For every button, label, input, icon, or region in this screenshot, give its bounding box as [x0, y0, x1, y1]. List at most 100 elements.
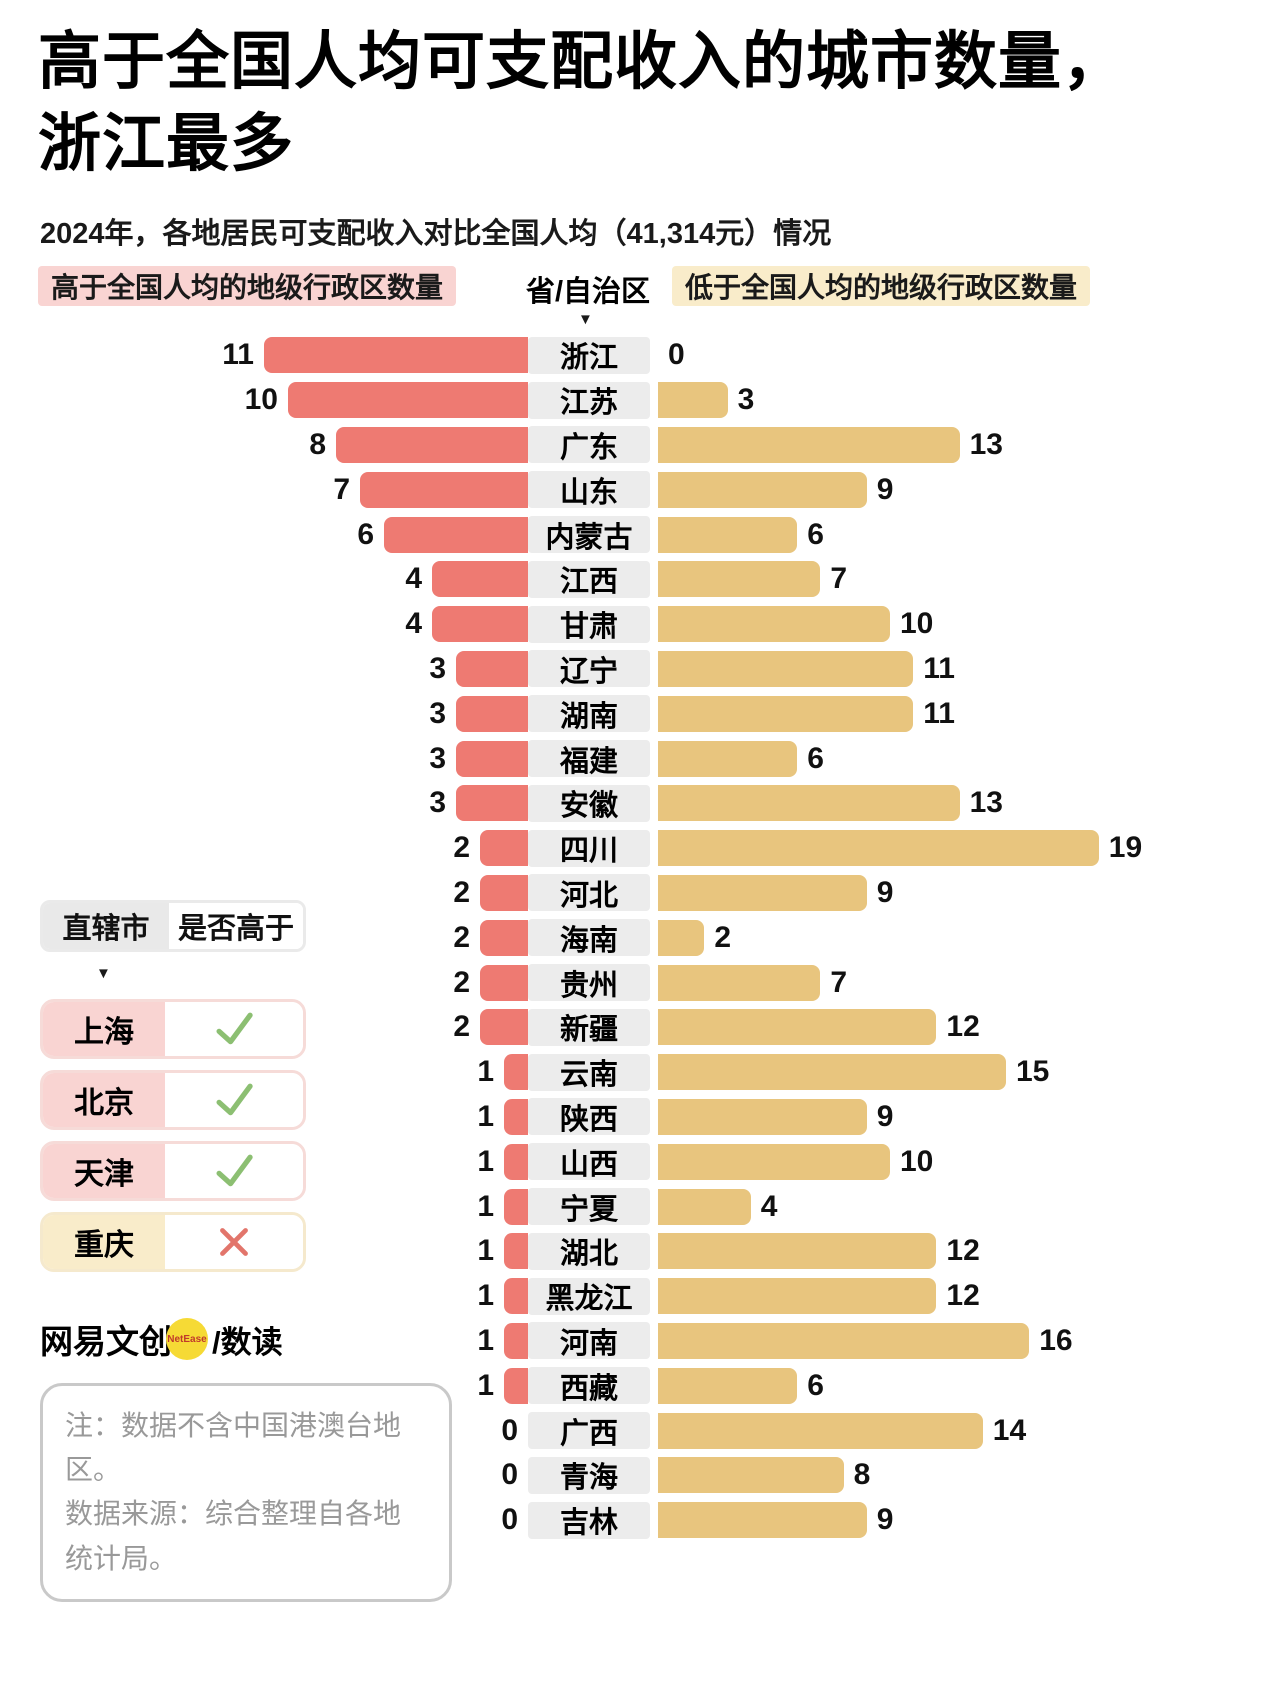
- province-label: 辽宁: [528, 650, 650, 688]
- above-value: 1: [477, 1279, 494, 1313]
- province-label: 四川: [528, 829, 650, 867]
- below-bar: [658, 561, 821, 598]
- above-value: 4: [405, 562, 422, 596]
- above-cell: 2: [0, 964, 528, 1001]
- above-value: 7: [333, 472, 350, 506]
- below-value: 15: [1016, 1055, 1050, 1089]
- below-cell: 7: [658, 964, 1280, 1001]
- municipality-header-label: 直辖市: [43, 903, 169, 949]
- legend-pointer-icon: ▼: [578, 311, 593, 328]
- chart-row: 1 湖北 12: [0, 1229, 1280, 1274]
- page-title: 高于全国人均可支配收入的城市数量， 浙江最多: [38, 22, 1253, 186]
- below-value: 12: [946, 1279, 980, 1313]
- below-value: 3: [737, 383, 755, 417]
- above-cell: 11: [0, 337, 528, 374]
- below-value: 10: [900, 607, 934, 641]
- above-cell: 1: [0, 1054, 528, 1091]
- chart-row: 2 四川 19: [0, 826, 1280, 871]
- municipality-status: [165, 1215, 303, 1269]
- below-cell: 11: [658, 650, 1280, 687]
- above-value: 2: [453, 920, 470, 954]
- chart-row: 1 云南 15: [0, 1050, 1280, 1095]
- province-label: 浙江: [528, 336, 650, 374]
- province-label: 福建: [528, 740, 650, 778]
- footnote-line: 数据来源：综合整理自各地: [65, 1498, 402, 1530]
- below-cell: 12: [658, 1278, 1280, 1315]
- check-icon: [216, 1154, 253, 1187]
- below-bar: [658, 650, 914, 687]
- above-value: 11: [222, 338, 254, 372]
- province-label: 贵州: [528, 964, 650, 1002]
- chart-row: 1 山西 10: [0, 1139, 1280, 1184]
- legend-province-label: 省/自治区: [525, 276, 651, 308]
- province-label: 新疆: [528, 1008, 650, 1046]
- below-cell: 6: [658, 1367, 1280, 1404]
- chart-row: 4 江西 7: [0, 557, 1280, 602]
- province-label: 湖南: [528, 695, 650, 733]
- above-cell: 2: [0, 874, 528, 911]
- below-value: 4: [760, 1189, 778, 1223]
- below-cell: 6: [658, 740, 1280, 777]
- above-bar: [504, 1054, 528, 1091]
- below-bar: [658, 382, 728, 419]
- below-bar: [658, 1367, 798, 1404]
- below-cell: 12: [658, 1233, 1280, 1270]
- above-cell: 2: [0, 919, 528, 956]
- above-bar: [360, 471, 528, 508]
- below-bar: [658, 1188, 751, 1225]
- cross-icon: [220, 1228, 248, 1256]
- municipality-pointer-icon: ▼: [96, 965, 111, 982]
- above-bar: [456, 650, 528, 687]
- below-bar: [658, 695, 914, 732]
- below-value: 6: [807, 1368, 824, 1402]
- below-bar: [658, 830, 1099, 867]
- chart-row: 11 浙江 0: [0, 333, 1280, 378]
- below-cell: 15: [658, 1054, 1280, 1091]
- municipality-header: 直辖市 是否高于: [40, 900, 306, 952]
- below-bar: [658, 1098, 867, 1135]
- above-value: 1: [477, 1099, 494, 1133]
- chart-subtitle: 2024年，各地居民可支配收入对比全国人均（41,314元）情况: [40, 218, 832, 250]
- above-value: 0: [501, 1458, 518, 1492]
- below-bar: [658, 1009, 937, 1046]
- below-cell: 9: [658, 1098, 1280, 1135]
- above-cell: 0: [0, 1503, 528, 1537]
- province-label: 云南: [528, 1053, 650, 1091]
- chart-row: 1 宁夏 4: [0, 1184, 1280, 1229]
- above-bar: [456, 695, 528, 732]
- below-cell: 9: [658, 1502, 1280, 1539]
- municipality-panel: 直辖市 是否高于 ▼ 上海 北京 天津 重庆: [40, 900, 306, 1283]
- below-bar: [658, 1322, 1030, 1359]
- chart-row: 1 西藏 6: [0, 1363, 1280, 1408]
- above-bar: [432, 561, 528, 598]
- page-title-line2: 浙江最多: [38, 108, 294, 179]
- above-cell: 3: [0, 740, 528, 777]
- above-bar: [264, 337, 528, 374]
- chart-row: 3 湖南 11: [0, 691, 1280, 736]
- brand-name: 网易文创: [40, 1323, 172, 1360]
- above-value: 8: [309, 427, 326, 461]
- municipality-name: 天津: [43, 1144, 165, 1198]
- province-label: 安徽: [528, 784, 650, 822]
- above-bar: [336, 426, 528, 463]
- below-cell: 4: [658, 1188, 1280, 1225]
- above-value: 4: [405, 607, 422, 641]
- chart-row: 4 甘肃 10: [0, 602, 1280, 647]
- above-cell: 10: [0, 382, 528, 419]
- province-label: 湖北: [528, 1232, 650, 1270]
- above-cell: 6: [0, 516, 528, 553]
- above-cell: 1: [0, 1143, 528, 1180]
- below-bar: [658, 919, 705, 956]
- above-value: 3: [429, 696, 446, 730]
- legend-above-label: 高于全国人均的地级行政区数量: [38, 266, 457, 306]
- municipality-row: 天津: [40, 1141, 306, 1201]
- above-cell: 1: [0, 1278, 528, 1315]
- below-cell: 12: [658, 1009, 1280, 1046]
- footnote-box: 注：数据不含中国港澳台地区。 数据来源：综合整理自各地 统计局。: [40, 1383, 452, 1602]
- above-bar: [480, 830, 528, 867]
- above-cell: 2: [0, 830, 528, 867]
- above-bar: [480, 964, 528, 1001]
- below-value: 11: [923, 696, 955, 730]
- netease-badge-icon: NetEase: [166, 1318, 208, 1360]
- below-bar: [658, 1502, 867, 1539]
